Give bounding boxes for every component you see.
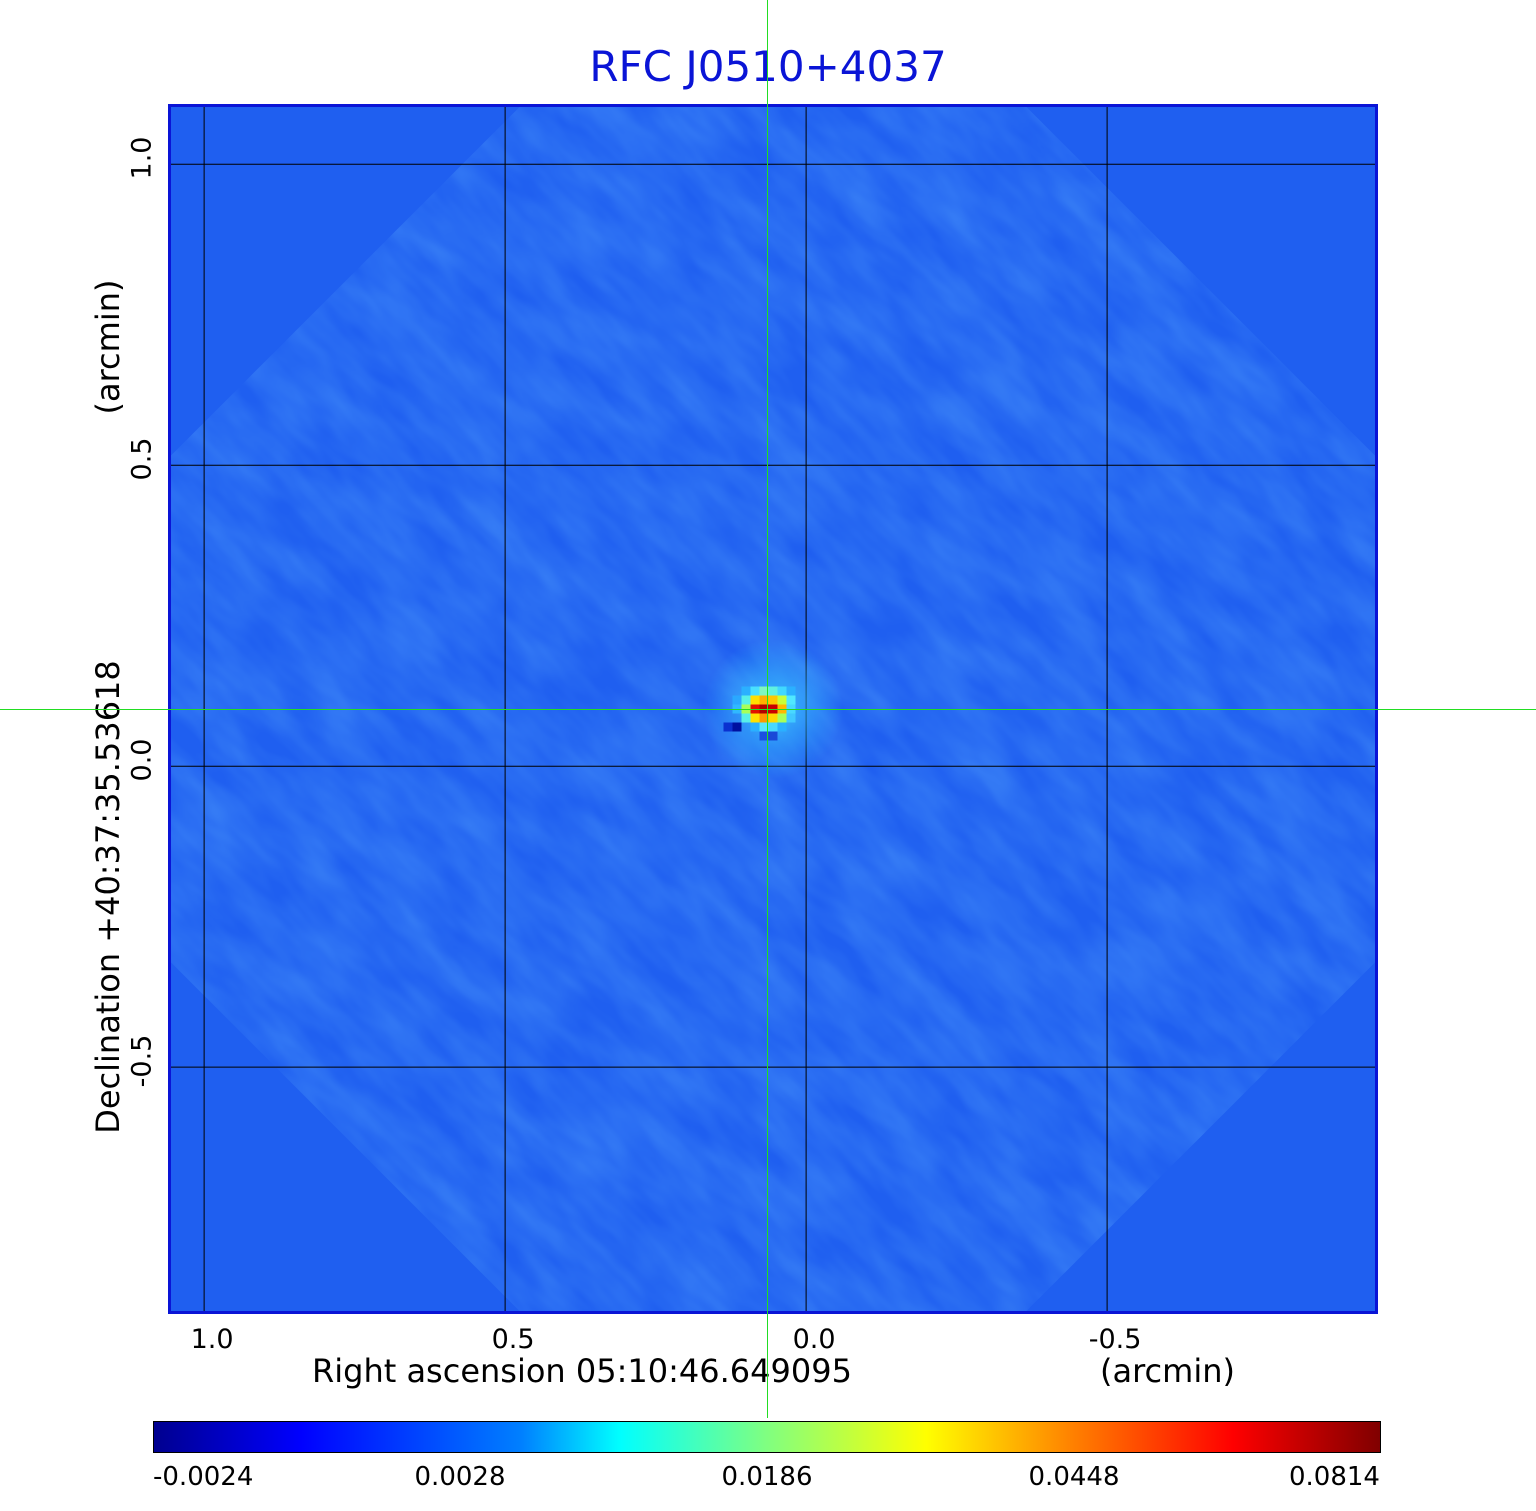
source-pixel — [759, 722, 769, 732]
source-pixel — [741, 695, 751, 705]
source-pixel — [741, 713, 751, 723]
colorbar-tick-label: 0.0028 — [414, 1462, 506, 1492]
source-pixel — [759, 713, 769, 723]
x-axis-unit: (arcmin) — [1100, 1352, 1235, 1390]
y-axis-label: Declination +40:37:35.53618 — [89, 660, 127, 1134]
source-pixel — [768, 722, 778, 732]
source-pixel — [768, 713, 778, 723]
source-pixel — [786, 686, 796, 696]
x-tick-label: 0.0 — [792, 1324, 836, 1355]
x-tick-label: 0.5 — [491, 1324, 535, 1355]
source-pixel — [741, 686, 751, 696]
source-pixel — [768, 695, 778, 705]
y-tick-label: -0.5 — [126, 1034, 158, 1088]
source-pixel — [750, 713, 760, 723]
source-pixel — [759, 686, 769, 696]
colorbar-tick-label: -0.0024 — [153, 1462, 254, 1492]
source-pixel — [786, 695, 796, 705]
colorbar-tick-label: 0.0448 — [1028, 1462, 1120, 1492]
source-pixel — [777, 686, 787, 696]
source-pixel — [786, 713, 796, 723]
source-pixel — [777, 713, 787, 723]
x-axis-label: Right ascension 05:10:46.649095 — [312, 1352, 852, 1390]
y-tick-label: 1.0 — [126, 136, 158, 180]
source-pixel — [759, 731, 769, 741]
source-pixel — [732, 722, 742, 732]
chart-title: RFC J0510+4037 — [589, 42, 947, 91]
x-tick-label: -0.5 — [1088, 1324, 1142, 1355]
source-pixel — [777, 722, 787, 732]
colorbar-tick-label: 0.0814 — [1289, 1462, 1380, 1492]
colorbar-tick-label: 0.0186 — [721, 1462, 813, 1492]
x-tick-label: 1.0 — [190, 1324, 234, 1355]
source-pixel — [768, 686, 778, 696]
y-tick-label: 0.0 — [126, 738, 158, 782]
source-pixel — [723, 722, 733, 732]
source-pixel — [750, 686, 760, 696]
source-pixel — [777, 695, 787, 705]
source-pixel — [759, 695, 769, 705]
source-pixel — [750, 722, 760, 732]
source-pixel — [732, 695, 742, 705]
y-axis-unit: (arcmin) — [89, 279, 127, 415]
y-tick-label: 0.5 — [126, 437, 158, 481]
source-pixel — [768, 731, 778, 741]
colorbar — [153, 1421, 1381, 1453]
crosshair-horizontal — [0, 709, 1536, 710]
source-pixel — [750, 695, 760, 705]
